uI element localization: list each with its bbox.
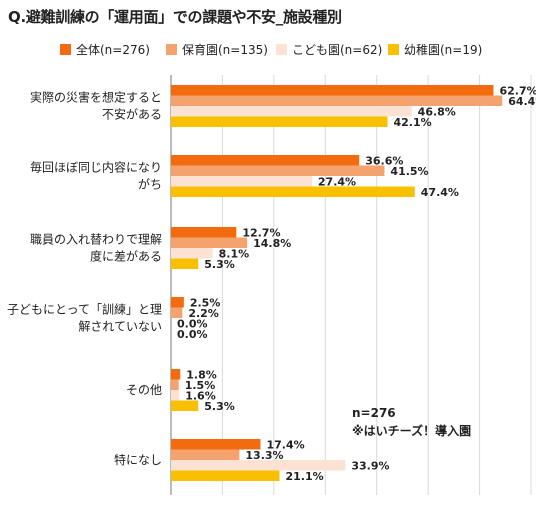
bar xyxy=(171,95,503,106)
category-label: 毎回ほぼ同じ内容になりがち xyxy=(30,160,162,192)
legend-label: 保育園(n=135) xyxy=(182,42,268,57)
bar xyxy=(171,186,415,197)
data-label: 13.3% xyxy=(245,449,283,462)
data-label: 21.1% xyxy=(286,470,324,483)
legend-swatch xyxy=(166,44,177,55)
data-label: 8.1% xyxy=(219,248,250,261)
data-label: 27.4% xyxy=(318,176,356,189)
bar xyxy=(171,379,179,390)
legend-swatch xyxy=(60,44,71,55)
data-label: 46.8% xyxy=(418,106,456,119)
bar xyxy=(171,390,180,401)
data-label: 17.4% xyxy=(266,439,304,452)
data-label: 5.3% xyxy=(204,258,235,271)
bar xyxy=(171,155,360,166)
sample-size-note: n=276 xyxy=(352,406,396,420)
bar xyxy=(171,449,240,460)
category-label: 職員の入れ替わりで理解度に差がある xyxy=(30,233,162,264)
legend-label: こども園(n=62) xyxy=(292,43,382,57)
bar xyxy=(171,165,385,176)
legend-label: 幼稚園(n=19) xyxy=(404,43,482,57)
bar xyxy=(171,400,199,411)
bar xyxy=(171,237,248,248)
category-label: その他 xyxy=(126,383,162,397)
chart-title: Q.避難訓練の「運用面」での課題や不安_施設種別 xyxy=(8,8,342,26)
data-label: 2.5% xyxy=(190,297,221,310)
category-label: 実際の災害を想定すると不安がある xyxy=(30,90,162,122)
data-label: 1.6% xyxy=(185,390,216,403)
legend-swatch xyxy=(276,44,287,55)
bar xyxy=(171,106,412,117)
data-label: 2.2% xyxy=(188,307,219,320)
legend-label: 全体(n=276) xyxy=(76,42,150,57)
bar xyxy=(171,470,280,481)
bar xyxy=(171,439,261,450)
category-label: 子どもにとって「訓練」と理解されていない xyxy=(7,302,162,334)
data-label: 36.6% xyxy=(365,155,403,168)
category-label: 特になし xyxy=(114,452,162,467)
source-note: ※はいチーズ！導入園 xyxy=(352,423,471,438)
bar xyxy=(171,116,388,127)
data-label: 1.8% xyxy=(186,369,217,382)
bar xyxy=(171,85,494,96)
data-label: 5.3% xyxy=(204,400,235,413)
bar xyxy=(171,227,237,238)
data-label: 14.8% xyxy=(253,237,291,250)
bar xyxy=(171,258,199,269)
data-label: 41.5% xyxy=(390,165,428,178)
data-label: 62.7% xyxy=(499,85,536,98)
bar xyxy=(171,460,346,471)
data-label: 0.0% xyxy=(177,328,208,341)
data-label: 33.9% xyxy=(351,460,389,473)
bar xyxy=(171,369,181,380)
bar xyxy=(171,297,184,308)
bar xyxy=(171,176,312,187)
data-label: 47.4% xyxy=(421,186,459,199)
data-label: 0.0% xyxy=(177,318,208,331)
data-label: 42.1% xyxy=(394,116,432,129)
data-label: 12.7% xyxy=(242,227,280,240)
data-label: 1.5% xyxy=(185,379,216,392)
legend-swatch xyxy=(388,44,399,55)
data-label: 64.4% xyxy=(508,95,536,108)
bar xyxy=(171,248,213,259)
bar xyxy=(171,307,183,318)
